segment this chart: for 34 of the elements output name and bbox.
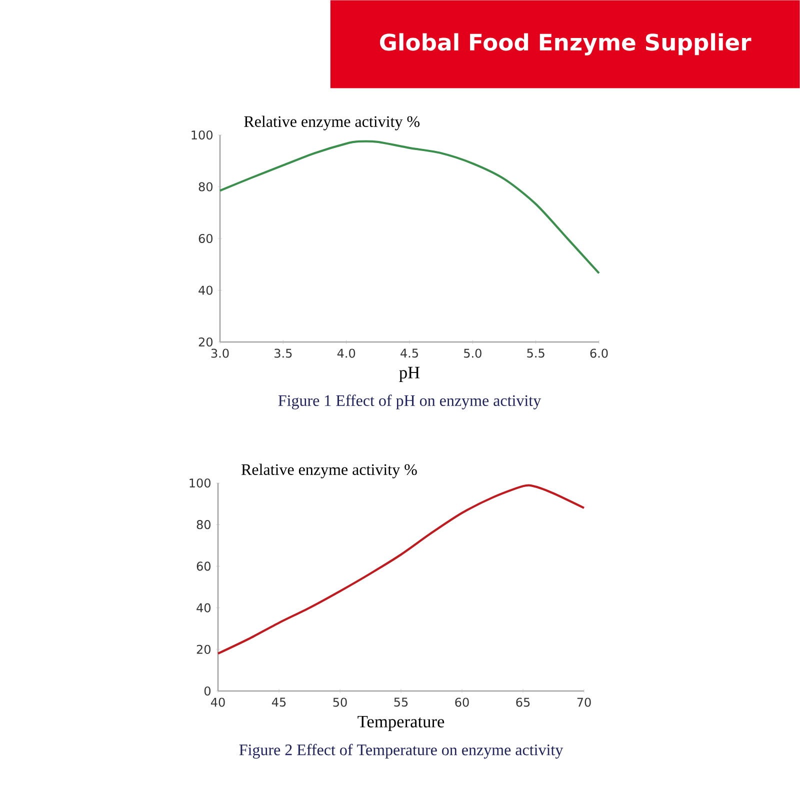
x-tick-label: 40 — [210, 698, 225, 707]
y-tick-label: 20 — [196, 644, 210, 654]
x-axis-title: pH — [399, 366, 420, 382]
y-tick-label: 40 — [196, 603, 210, 612]
y-tick-label: 40 — [198, 286, 212, 295]
y-tick-label: 80 — [196, 520, 210, 530]
x-tick-label: 4.0 — [337, 348, 356, 358]
text: Global Food Enzyme Supplier — [380, 33, 752, 56]
x-tick-label: 5.5 — [527, 348, 544, 358]
y-tick-label: 80 — [198, 182, 212, 192]
x-tick-label: 50 — [333, 698, 347, 707]
y-axis-title: Relative enzyme activity % — [241, 464, 417, 478]
x-tick-label: 60 — [455, 698, 469, 707]
x-tick-label: 3.5 — [274, 348, 292, 358]
y-tick-label: 0 — [204, 686, 210, 696]
line-series — [216, 484, 586, 655]
y-tick-label: 100 — [190, 478, 210, 488]
text: Figure 1 Effect of pH on enzyme activity — [278, 394, 542, 410]
x-tick-label: 4.5 — [400, 348, 418, 358]
x-axis-title: Temperature — [358, 716, 444, 731]
x-tick-label: 65 — [516, 698, 530, 707]
y-tick-label: 60 — [198, 234, 212, 244]
x-tick-label: 5.0 — [464, 348, 482, 358]
x-tick-label: 55 — [394, 698, 408, 707]
y-tick-label: 100 — [192, 130, 212, 140]
y-tick-label: 60 — [196, 562, 210, 571]
x-tick-label: 70 — [577, 698, 591, 707]
x-tick-label: 3.0 — [211, 348, 229, 358]
x-tick-label: 45 — [272, 698, 286, 707]
text: Figure 2 Effect of Temperature on enzyme activity — [239, 744, 564, 759]
y-tick-label: 20 — [198, 337, 212, 347]
line-series — [218, 140, 600, 274]
y-axis-title: Relative enzyme activity % — [244, 116, 420, 130]
x-tick-label: 6.0 — [590, 348, 608, 358]
